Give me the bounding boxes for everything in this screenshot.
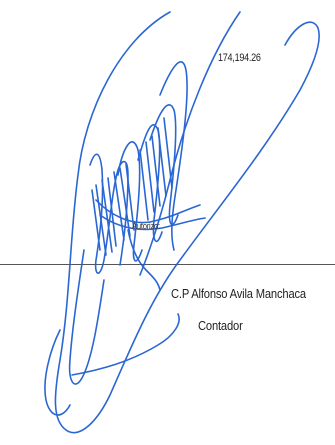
authorized-label: Autorizo: xyxy=(132,221,160,231)
amount-text: 174,194.26 xyxy=(218,52,261,64)
signer-title: Contador xyxy=(198,318,243,333)
signature-line xyxy=(0,264,335,265)
signer-name: C.P Alfonso Avila Manchaca xyxy=(171,286,306,301)
